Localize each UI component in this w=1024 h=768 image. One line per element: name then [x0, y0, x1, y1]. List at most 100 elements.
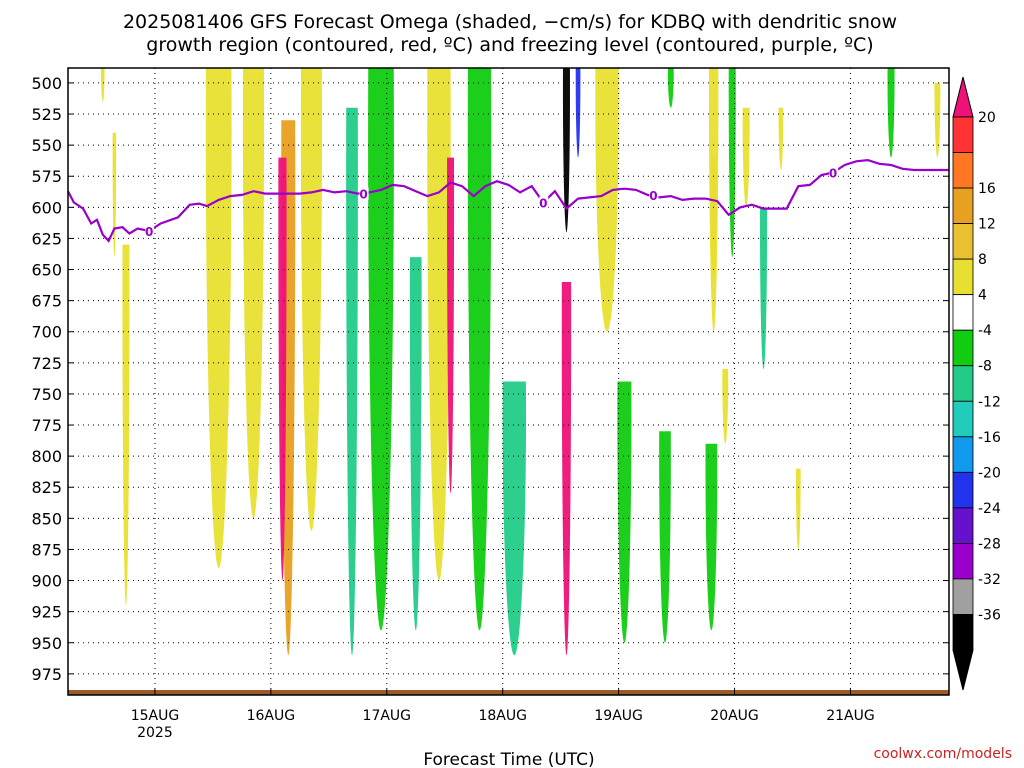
omega-region-4 [242, 68, 265, 519]
y-tick-label-975: 975 [31, 665, 62, 684]
colorbar-cell-0 [952, 116, 974, 153]
y-tick-label-850: 850 [31, 509, 62, 528]
freezing-label-2: 0 [539, 196, 547, 210]
ground-fill [68, 690, 949, 695]
chart-title-line1: 2025081406 GFS Forecast Omega (shaded, −… [123, 11, 897, 33]
colorbar-cell-4 [952, 258, 974, 296]
freezing-level-contour: 0 0 0 0 0 [67, 158, 949, 243]
colorbar-label-8: -16 [978, 430, 1001, 446]
colorbar-top-arrow [952, 76, 974, 118]
y-tick-label-600: 600 [31, 198, 62, 217]
omega-region-7 [300, 68, 323, 531]
y-tick-label-675: 675 [31, 292, 62, 311]
colorbar-label-9: -20 [978, 465, 1001, 481]
omega-region-21 [667, 68, 674, 108]
omega-region-27 [742, 107, 750, 208]
y-tick-label-625: 625 [31, 229, 62, 248]
omega-region-29 [778, 107, 784, 171]
omega-region-31 [887, 68, 895, 158]
colorbar-label-7: -12 [978, 394, 1001, 410]
colorbar-label-0: 20 [978, 110, 996, 126]
colorbar-cell-9 [952, 436, 974, 473]
colorbar-cell-13 [952, 578, 974, 615]
colorbar-cell-11 [952, 507, 974, 544]
x-axis-title: Forecast Time (UTC) [423, 750, 594, 768]
colorbar-cell-12 [952, 543, 974, 580]
omega-region-17 [575, 68, 581, 158]
colorbar-bottom-arrow [952, 649, 974, 691]
y-tick-label-825: 825 [31, 478, 62, 497]
y-tick-label-925: 925 [31, 603, 62, 622]
chart-title-line2: growth region (contoured, red, ºC) and f… [146, 34, 873, 56]
omega-region-22 [705, 443, 718, 631]
omega-region-19 [617, 381, 632, 643]
colorbar-cell-7 [952, 365, 974, 402]
freezing-label-bg-1 [359, 187, 369, 200]
ground-surface [68, 690, 949, 695]
colorbar-cell-3 [952, 223, 974, 260]
omega-region-20 [659, 431, 671, 643]
y-tick-label-650: 650 [31, 261, 62, 280]
plot-border [67, 67, 950, 696]
credit-text: coolwx.com/models [874, 746, 1012, 762]
omega-region-16 [562, 68, 570, 233]
freezing-label-1: 0 [359, 188, 367, 202]
y-tick-label-700: 700 [31, 323, 62, 342]
gridlines [68, 68, 949, 695]
colorbar-label-1: 16 [978, 181, 996, 197]
x-tick-label-19AUG: 19AUG [594, 708, 643, 724]
colorbar-label-3: 8 [978, 252, 987, 268]
freezing-label-bg-4 [829, 166, 839, 179]
omega-region-28 [760, 207, 768, 370]
y-tick-label-875: 875 [31, 540, 62, 559]
omega-region-0 [112, 132, 117, 258]
freezing-label-0: 0 [145, 225, 153, 239]
colorbar-cell-10 [952, 471, 974, 509]
y-tick-label-500: 500 [31, 74, 62, 93]
colorbar-label-13: -36 [978, 607, 1001, 623]
omega-region-15 [561, 281, 572, 656]
omega-shading [101, 68, 941, 656]
omega-region-6 [278, 157, 287, 581]
y-tick-label-950: 950 [31, 634, 62, 653]
x-tick-label-18AUG: 18AUG [478, 708, 527, 724]
omega-region-13 [467, 68, 492, 631]
colorbar: 20 16 12 8 4 -4 -8 -12 -16 -20 -24 -28 -32 -36 [952, 76, 1001, 691]
freezing-label-bg-2 [539, 196, 549, 209]
omega-region-1 [101, 68, 105, 102]
colorbar-label-6: -8 [978, 359, 992, 375]
y-tick-label-900: 900 [31, 572, 62, 591]
x-tick-label-20AUG: 20AUG [710, 708, 759, 724]
omega-region-30 [795, 468, 801, 550]
colorbar-cell-2 [952, 187, 974, 224]
omega-region-32 [934, 82, 941, 158]
omega-region-10 [409, 257, 422, 631]
colorbar-cell-8 [952, 400, 974, 438]
omega-region-3 [205, 68, 232, 569]
freezing-label-4: 0 [829, 167, 837, 181]
x-tick-label-17AUG: 17AUG [363, 708, 412, 724]
y-tick-label-800: 800 [31, 447, 62, 466]
y-tick-label-775: 775 [31, 416, 62, 435]
x-tick-label-15AUG: 15AUG [131, 708, 180, 724]
omega-region-8 [346, 107, 358, 656]
x-tick-sublabel-15AUG: 2025 [137, 725, 173, 741]
omega-region-12 [447, 157, 455, 494]
freezing-label-bg-0 [145, 224, 155, 237]
y-axis: 500 525 550 575 600 625 650 675 700 725 750 775 800 8… [31, 74, 949, 684]
y-tick-label-575: 575 [31, 167, 62, 186]
colorbar-label-12: -32 [978, 572, 1001, 588]
omega-region-25 [728, 68, 736, 258]
colorbar-cell-1 [952, 152, 974, 189]
freezing-label-3: 0 [649, 189, 657, 203]
omega-region-9 [368, 68, 394, 631]
omega-region-2 [122, 244, 130, 606]
freezing-label-bg-3 [649, 188, 659, 201]
y-tick-label-525: 525 [31, 105, 62, 124]
y-tick-label-550: 550 [31, 136, 62, 155]
omega-region-18 [595, 68, 619, 332]
y-tick-label-725: 725 [31, 354, 62, 373]
colorbar-label-4: 4 [978, 288, 987, 304]
